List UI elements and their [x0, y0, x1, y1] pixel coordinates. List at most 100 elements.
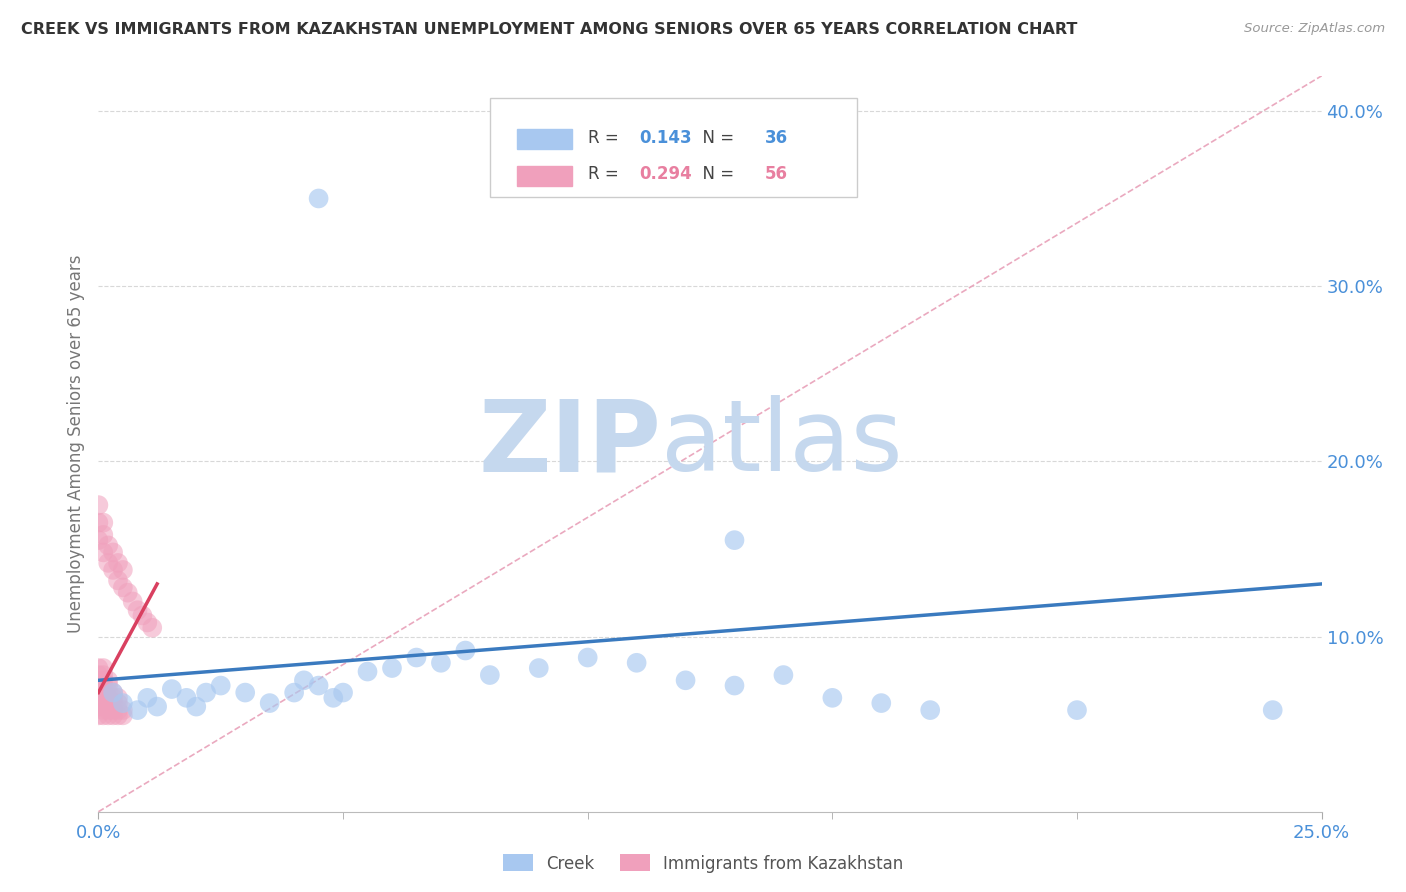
Point — [723, 533, 745, 548]
Point — [91, 668, 114, 682]
Text: 0.294: 0.294 — [640, 165, 692, 184]
Y-axis label: Unemployment Among Seniors over 65 years: Unemployment Among Seniors over 65 years — [66, 254, 84, 633]
Point — [478, 668, 501, 682]
Point — [87, 690, 110, 705]
Point — [91, 708, 114, 723]
Bar — [517, 166, 572, 186]
Text: atlas: atlas — [661, 395, 903, 492]
Point — [136, 615, 159, 630]
Point — [87, 679, 110, 693]
Point — [107, 708, 129, 723]
Point — [97, 556, 120, 570]
Point — [356, 665, 378, 679]
Point — [111, 696, 134, 710]
Text: 0.143: 0.143 — [640, 128, 692, 146]
Text: N =: N = — [692, 165, 740, 184]
Point — [430, 656, 453, 670]
Point — [87, 699, 110, 714]
Point — [195, 685, 218, 699]
Point — [136, 690, 159, 705]
Point — [405, 650, 427, 665]
Point — [97, 538, 120, 552]
Point — [91, 545, 114, 559]
Point — [97, 679, 120, 693]
Text: Source: ZipAtlas.com: Source: ZipAtlas.com — [1244, 22, 1385, 36]
Point — [186, 699, 208, 714]
Point — [209, 679, 232, 693]
Point — [176, 690, 198, 705]
Point — [107, 556, 129, 570]
Point — [723, 679, 745, 693]
Bar — [517, 128, 572, 149]
Point — [101, 685, 124, 699]
Point — [233, 685, 256, 699]
Point — [127, 703, 149, 717]
Point — [107, 574, 129, 588]
Point — [91, 679, 114, 693]
Point — [101, 690, 124, 705]
Point — [101, 703, 124, 717]
Point — [111, 708, 134, 723]
Text: R =: R = — [588, 128, 624, 146]
Point — [626, 656, 648, 670]
Point — [131, 608, 153, 623]
Point — [97, 673, 120, 688]
Point — [87, 673, 110, 688]
Point — [91, 661, 114, 675]
Point — [111, 581, 134, 595]
FancyBboxPatch shape — [489, 98, 856, 197]
Point — [259, 696, 281, 710]
Point — [920, 703, 942, 717]
Point — [101, 696, 124, 710]
Point — [117, 585, 139, 599]
Text: 56: 56 — [765, 165, 789, 184]
Text: N =: N = — [692, 128, 740, 146]
Point — [91, 673, 114, 688]
Point — [821, 690, 844, 705]
Point — [332, 685, 354, 699]
Point — [146, 699, 169, 714]
Point — [97, 696, 120, 710]
Point — [772, 668, 794, 682]
Point — [141, 621, 163, 635]
Point — [87, 668, 110, 682]
Point — [111, 563, 134, 577]
Point — [308, 679, 330, 693]
Point — [127, 603, 149, 617]
Point — [121, 594, 143, 608]
Point — [675, 673, 697, 688]
Point — [91, 696, 114, 710]
Point — [576, 650, 599, 665]
Point — [107, 690, 129, 705]
Point — [87, 696, 110, 710]
Point — [160, 681, 183, 696]
Point — [87, 708, 110, 723]
Point — [101, 708, 124, 723]
Point — [91, 516, 114, 530]
Text: CREEK VS IMMIGRANTS FROM KAZAKHSTAN UNEMPLOYMENT AMONG SENIORS OVER 65 YEARS COR: CREEK VS IMMIGRANTS FROM KAZAKHSTAN UNEM… — [21, 22, 1077, 37]
Point — [87, 498, 110, 512]
Point — [87, 685, 110, 699]
Point — [91, 690, 114, 705]
Point — [107, 696, 129, 710]
Legend: Creek, Immigrants from Kazakhstan: Creek, Immigrants from Kazakhstan — [496, 847, 910, 880]
Text: ZIP: ZIP — [478, 395, 661, 492]
Point — [322, 690, 344, 705]
Point — [91, 528, 114, 542]
Point — [308, 192, 330, 206]
Point — [101, 545, 124, 559]
Point — [381, 661, 404, 675]
Point — [101, 563, 124, 577]
Point — [111, 703, 134, 717]
Point — [1066, 703, 1088, 717]
Point — [91, 685, 114, 699]
Text: R =: R = — [588, 165, 624, 184]
Point — [97, 708, 120, 723]
Point — [97, 703, 120, 717]
Point — [454, 643, 477, 657]
Point — [91, 703, 114, 717]
Text: 36: 36 — [765, 128, 789, 146]
Point — [107, 703, 129, 717]
Point — [101, 685, 124, 699]
Point — [527, 661, 550, 675]
